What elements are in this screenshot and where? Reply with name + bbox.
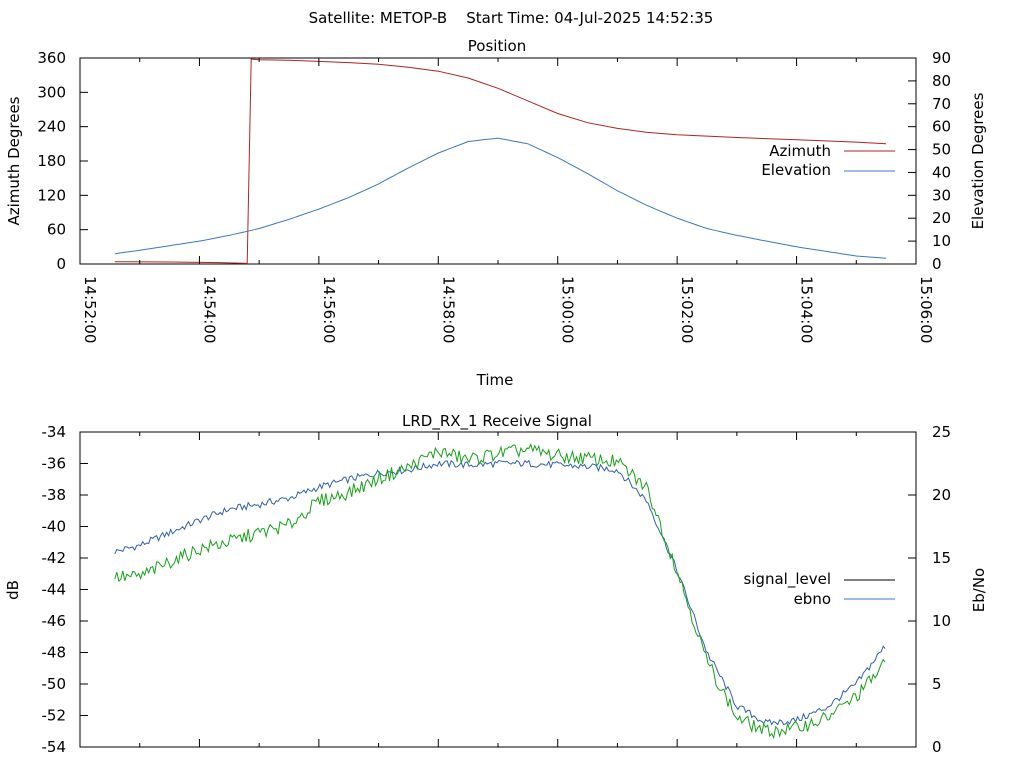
signal-ytick-label: -42	[42, 549, 67, 567]
signal-chart: LRD_RX_1 Receive Signal -54-52-50-48-46-…	[4, 412, 988, 756]
signal-y-axis-label: dB	[4, 580, 22, 600]
signal-y2tick-label: 25	[932, 423, 951, 441]
position-legend: Azimuth Elevation	[761, 142, 895, 179]
position-xtick-label: 14:56:00	[320, 276, 338, 343]
position-chart: Position 0 60 120 180 240 300 360 0 10 20 30 40 50 60…	[5, 37, 987, 389]
legend-label-azimuth: Azimuth	[769, 142, 831, 160]
signal-y2tick-label: 0	[932, 738, 942, 756]
position-ytick-label: 120	[37, 186, 66, 204]
position-y2tick-label: 20	[932, 209, 951, 227]
signal-ytick-label: -36	[42, 455, 67, 473]
series-azimuth	[114, 58, 887, 264]
position-y2tick-label: 60	[932, 118, 951, 136]
series-elevation	[114, 137, 887, 259]
signal-y2tick-label: 15	[932, 549, 951, 567]
signal-y2tick-label: 10	[932, 612, 951, 630]
position-x-axis-label: Time	[476, 371, 514, 389]
signal-plot-frame	[79, 431, 917, 748]
position-y-axis-label: Azimuth Degrees	[5, 96, 23, 225]
position-xtick-label: 15:02:00	[678, 276, 696, 343]
signal-ytick-label: -34	[42, 423, 67, 441]
position-xtick-label: 14:58:00	[439, 276, 457, 343]
position-xtick-label: 14:52:00	[81, 276, 99, 343]
position-xtick-label: 14:54:00	[200, 276, 218, 343]
signal-ytick-label: -52	[42, 707, 67, 725]
signal-ytick-label: -50	[42, 675, 67, 693]
signal-ytick-label: -38	[42, 486, 67, 504]
legend-label-elevation: Elevation	[761, 161, 831, 179]
signal-ytick-label: -40	[42, 518, 67, 536]
position-ytick-label: 0	[56, 255, 66, 273]
position-y2tick-label: 50	[932, 141, 951, 159]
position-ytick-label: 240	[37, 118, 66, 136]
series-signal-level	[114, 459, 886, 726]
signal-ytick-label: -48	[42, 644, 67, 662]
position-ytick-label: 180	[37, 152, 66, 170]
signal-axes-layer: -54 -52 -50 -48 -46 -44 -42 -40 -38 -36 -34 0 5 10 15 2…	[42, 423, 952, 756]
legend-label-signal-level: signal_level	[743, 570, 831, 589]
position-y2tick-label: 90	[932, 49, 951, 67]
signal-series-layer	[114, 443, 886, 740]
signal-y2-axis-label: Eb/No	[970, 568, 988, 612]
position-axes-layer: 0 60 120 180 240 300 360 0 10 20 30 40 50 60 70 80 90 14:…	[37, 49, 951, 343]
page-title: Satellite: METOP-B Start Time: 04-Jul-20…	[309, 9, 714, 27]
position-xtick-label: 15:00:00	[559, 276, 577, 343]
position-chart-title: Position	[468, 37, 526, 55]
signal-y2tick-label: 20	[932, 486, 951, 504]
position-y2tick-label: 0	[932, 255, 942, 273]
series-ebno	[114, 443, 886, 740]
signal-ytick-label: -44	[42, 581, 67, 599]
legend-label-ebno: ebno	[794, 590, 831, 608]
position-y2-axis-label: Elevation Degrees	[969, 92, 987, 229]
position-xtick-label: 15:06:00	[917, 276, 935, 343]
signal-ytick-label: -54	[42, 738, 67, 756]
position-y2tick-label: 10	[932, 232, 951, 250]
position-ytick-label: 360	[37, 49, 66, 67]
signal-y2tick-label: 5	[932, 675, 942, 693]
signal-ytick-label: -46	[42, 612, 67, 630]
position-ytick-label: 300	[37, 83, 66, 101]
position-series-layer	[114, 58, 887, 264]
position-xtick-label: 15:04:00	[798, 276, 816, 343]
signal-legend: signal_level ebno	[743, 570, 895, 608]
position-ytick-label: 60	[47, 221, 66, 239]
position-y2tick-label: 80	[932, 72, 951, 90]
position-y2tick-label: 30	[932, 186, 951, 204]
signal-chart-title: LRD_RX_1 Receive Signal	[402, 412, 592, 431]
position-y2tick-label: 70	[932, 95, 951, 113]
position-y2tick-label: 40	[932, 163, 951, 181]
